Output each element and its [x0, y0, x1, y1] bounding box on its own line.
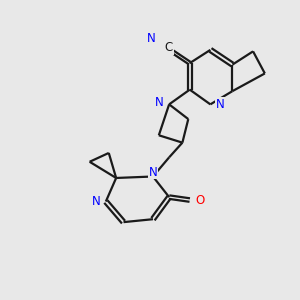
Text: O: O [195, 194, 204, 207]
Text: N: N [216, 98, 224, 111]
Text: N: N [92, 195, 100, 208]
Text: N: N [147, 32, 156, 45]
Text: N: N [148, 166, 157, 178]
Text: C: C [165, 41, 173, 54]
Text: N: N [155, 96, 164, 110]
